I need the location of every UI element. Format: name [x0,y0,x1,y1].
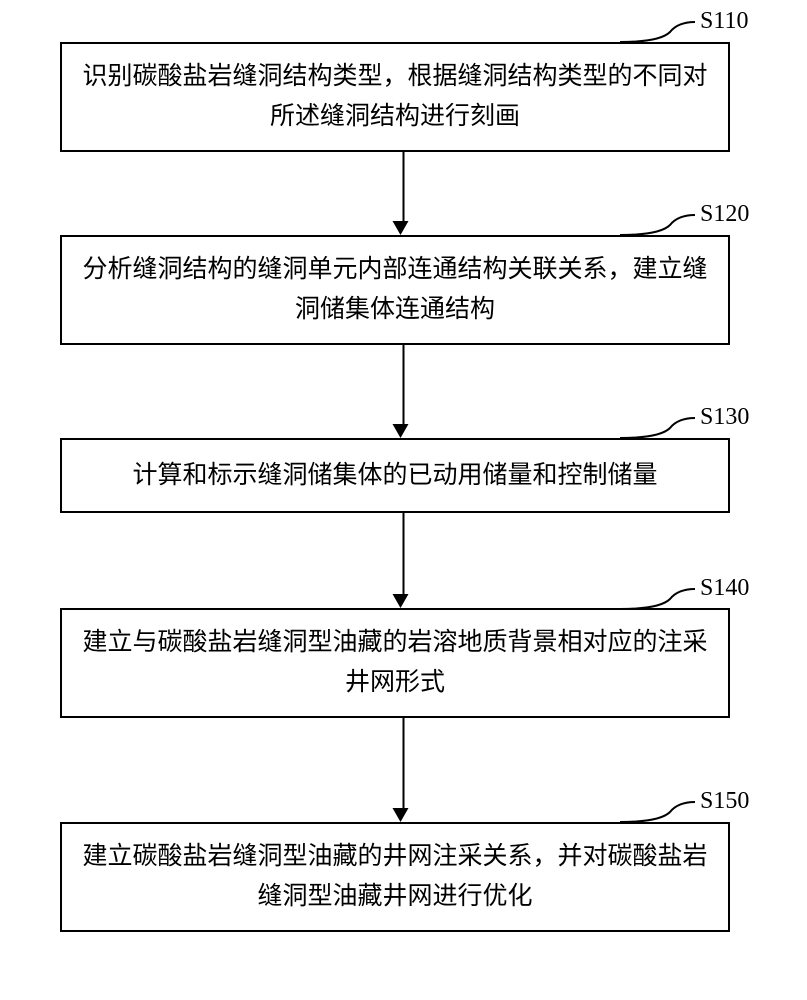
step-box-s150: 建立碳酸盐岩缝洞型油藏的井网注采关系，并对碳酸盐岩缝洞型油藏井网进行优化 [60,822,730,932]
step-label-s110: S110 [700,8,748,35]
step-text-s110: 识别碳酸盐岩缝洞结构类型，根据缝洞结构类型的不同对所述缝洞结构进行刻画 [82,57,708,137]
flowchart-container: S110 识别碳酸盐岩缝洞结构类型，根据缝洞结构类型的不同对所述缝洞结构进行刻画… [0,0,807,1000]
arrow-s110-s120 [399,152,408,235]
step-label-s120: S120 [700,201,749,228]
arrow-s140-s150 [399,718,408,822]
step-label-s130: S130 [700,404,749,431]
step-box-s130: 计算和标示缝洞储集体的已动用储量和控制储量 [60,438,730,513]
step-text-s130: 计算和标示缝洞储集体的已动用储量和控制储量 [132,456,657,496]
step-label-s150: S150 [700,788,749,815]
arrow-s120-s130 [399,345,408,438]
step-text-s150: 建立碳酸盐岩缝洞型油藏的井网注采关系，并对碳酸盐岩缝洞型油藏井网进行优化 [82,837,708,917]
step-box-s140: 建立与碳酸盐岩缝洞型油藏的岩溶地质背景相对应的注采井网形式 [60,608,730,718]
step-text-s140: 建立与碳酸盐岩缝洞型油藏的岩溶地质背景相对应的注采井网形式 [82,623,708,703]
step-box-s120: 分析缝洞结构的缝洞单元内部连通结构关联关系，建立缝洞储集体连通结构 [60,235,730,345]
step-label-s140: S140 [700,575,749,602]
step-text-s120: 分析缝洞结构的缝洞单元内部连通结构关联关系，建立缝洞储集体连通结构 [82,250,708,330]
arrow-s130-s140 [399,513,408,608]
step-box-s110: 识别碳酸盐岩缝洞结构类型，根据缝洞结构类型的不同对所述缝洞结构进行刻画 [60,42,730,152]
